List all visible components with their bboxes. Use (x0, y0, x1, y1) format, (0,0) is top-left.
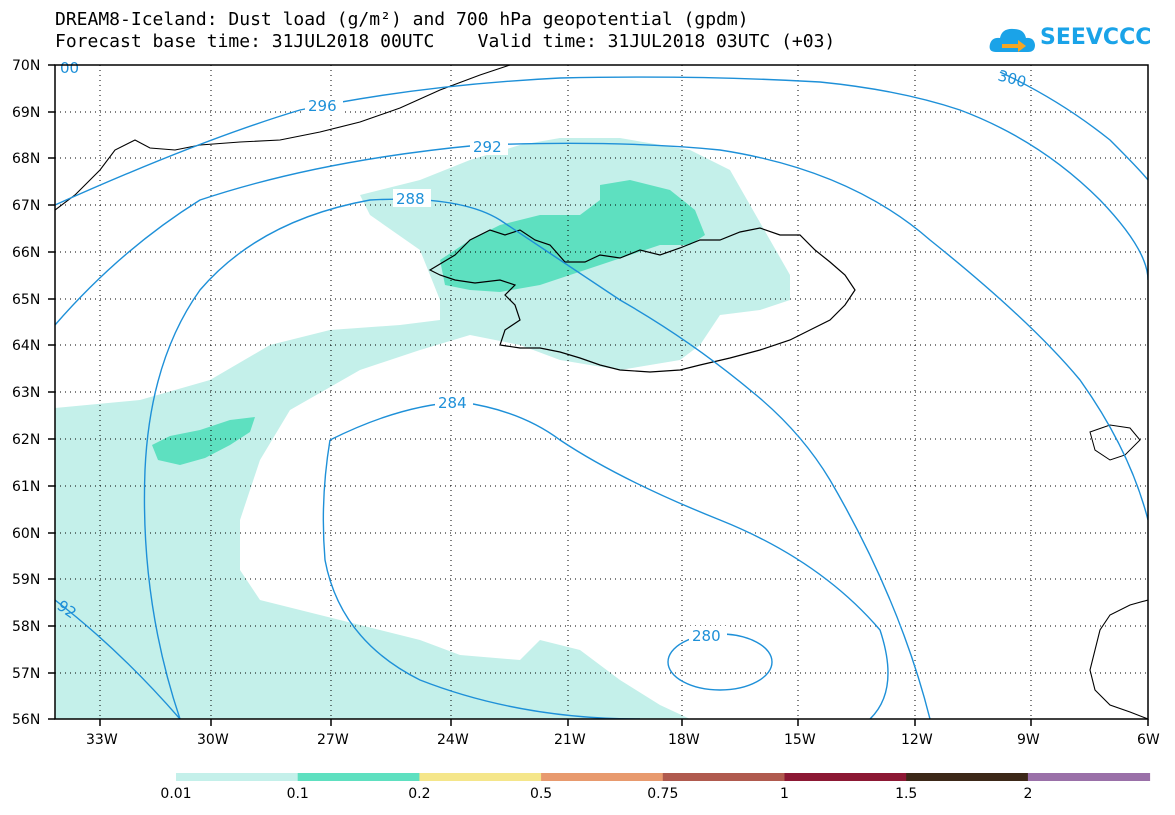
legend-label: 2 (1023, 786, 1032, 802)
dust-level-0.1-patch (152, 417, 255, 465)
legend-label: 0.2 (408, 786, 430, 802)
dust-level-0.01-area (55, 138, 790, 719)
lat-label: 56N (12, 712, 40, 728)
faroe-coastline (1089, 424, 1141, 461)
lon-label: 30W (197, 732, 229, 748)
lon-label: 21W (554, 732, 586, 748)
contour-292 (55, 142, 1148, 719)
logo-text: SEEVCCC (1040, 25, 1152, 50)
contour-label-296: 296 (308, 97, 337, 115)
lat-label: 66N (12, 245, 40, 261)
lat-label: 69N (12, 105, 40, 121)
map-title: DREAM8-Iceland: Dust load (g/m²) and 700… (55, 9, 749, 30)
lat-label: 60N (12, 526, 40, 542)
lat-label: 67N (12, 198, 40, 214)
legend-label: 0.1 (287, 786, 309, 802)
contour-label-292: 292 (473, 138, 502, 156)
dust-load-shading (55, 65, 1148, 719)
lon-label: 6W (1137, 732, 1160, 748)
legend-swatch (906, 773, 1029, 781)
lat-label: 61N (12, 479, 40, 495)
cloud-arrow-icon (989, 28, 1035, 52)
lat-label: 58N (12, 619, 40, 635)
legend-swatch (1027, 773, 1151, 781)
geopotential-contours (55, 71, 1148, 719)
dust-level-0.1-area (440, 180, 705, 292)
legend-swatch (419, 773, 542, 781)
colorbar-legend: 0.01 0.1 0.2 0.5 0.75 1 1.5 2 (160, 773, 1151, 802)
contour-label-300: 300 (996, 66, 1028, 91)
lon-label: 18W (668, 732, 700, 748)
contour-label-00: 00 (60, 59, 79, 77)
lat-label: 63N (12, 385, 40, 401)
legend-label: 0.5 (530, 786, 552, 802)
lat-label: 62N (12, 432, 40, 448)
latitude-labels: 70N 69N 68N 67N 66N 65N 64N 63N 62N 61N … (12, 58, 40, 728)
legend-label: 0.01 (160, 786, 191, 802)
lat-label: 57N (12, 666, 40, 682)
legend-swatch (784, 773, 907, 781)
contour-296 (55, 76, 1148, 281)
lon-label: 27W (317, 732, 349, 748)
legend-swatch (541, 773, 664, 781)
lat-label: 59N (12, 572, 40, 588)
lon-label: 33W (86, 732, 118, 748)
legend-label: 0.75 (647, 786, 678, 802)
map-subtitle: Forecast base time: 31JUL2018 00UTC Vali… (55, 31, 836, 52)
legend-label: 1 (780, 786, 789, 802)
contour-label-288: 288 (396, 190, 425, 208)
lat-label: 64N (12, 338, 40, 354)
scotland-coastline (1089, 599, 1148, 719)
lon-label: 12W (901, 732, 933, 748)
longitude-labels: 33W 30W 27W 24W 21W 18W 15W 12W 9W 6W (86, 732, 1160, 748)
greenland-coastline (55, 65, 511, 211)
legend-swatch (297, 773, 420, 781)
axis-ticks (48, 64, 1149, 726)
legend-swatch (176, 773, 299, 781)
contour-300 (999, 71, 1148, 181)
contour-288 (143, 198, 931, 719)
legend-swatch (662, 773, 785, 781)
legend-label: 1.5 (895, 786, 917, 802)
lat-label: 68N (12, 151, 40, 167)
lon-label: 24W (437, 732, 469, 748)
lat-label: 65N (12, 292, 40, 308)
lon-label: 9W (1017, 732, 1040, 748)
contour-label-284: 284 (438, 394, 467, 412)
lon-label: 15W (784, 732, 816, 748)
contour-labels: 296 292 288 284 280 300 92 00 (54, 59, 1029, 645)
iceland-coastline (428, 227, 856, 373)
contour-label-280: 280 (692, 627, 721, 645)
lat-label: 70N (12, 58, 40, 74)
